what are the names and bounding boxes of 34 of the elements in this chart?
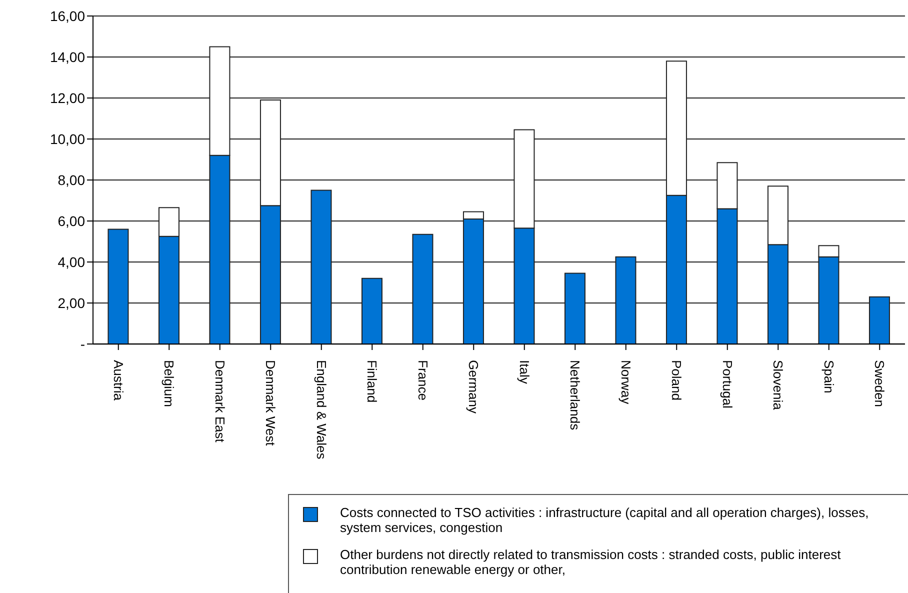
y-tick-label: 12,00 (50, 90, 86, 106)
bar (412, 234, 434, 344)
bar (361, 278, 382, 344)
x-tick-label: Netherlands (568, 360, 583, 431)
bar (108, 228, 129, 344)
bar (868, 296, 890, 344)
x-tick-label: Portugal (720, 360, 735, 409)
x-tick-label: Slovenia (770, 360, 786, 411)
x-tick-label: England & Wales (314, 360, 329, 460)
x-tick-label: Belgium (162, 360, 177, 407)
y-tick-label: 2,00 (58, 294, 86, 311)
x-tick-label: Poland (669, 360, 684, 400)
y-tick-label: 6,00 (58, 212, 86, 229)
x-tick-label: Italy (516, 360, 532, 384)
x-tick-label: Denmark East (212, 360, 228, 443)
y-tick-label: 8,00 (58, 172, 86, 188)
x-tick-label: France (415, 360, 430, 400)
y-tick-label: 14,00 (50, 48, 86, 65)
y-tick-label: 10,00 (50, 130, 86, 147)
x-tick-label: Finland (364, 360, 380, 403)
y-tick-label: 4,00 (58, 254, 86, 270)
legend-label: Costs connected to TSO activities : infrastructure (capital and all operation charges), losses, system services, congestion (340, 505, 870, 535)
y-tick-label: 16,00 (50, 8, 86, 24)
bar (564, 272, 586, 344)
x-tick-label: Spain (821, 360, 836, 394)
x-tick-label: Denmark West (263, 360, 278, 446)
legend-label: Other burdens not directly related to transmission costs : stranded costs, public interest contribution renewable energy or other, (340, 547, 842, 577)
bar (615, 256, 636, 344)
x-tick-label: Norway (618, 360, 634, 405)
x-tick-label: Austria (110, 360, 126, 402)
x-tick-label: Sweden (872, 360, 888, 407)
bar (310, 190, 332, 344)
x-tick-label: Germany (466, 360, 482, 414)
y-tick-label: - (80, 336, 86, 352)
